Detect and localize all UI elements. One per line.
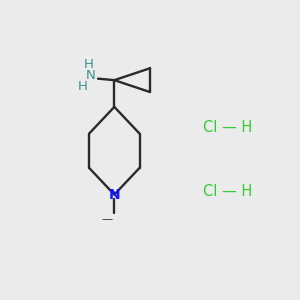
Text: H: H bbox=[78, 80, 88, 93]
Text: —: — bbox=[102, 214, 113, 224]
Text: N: N bbox=[109, 188, 120, 202]
Text: N: N bbox=[86, 69, 95, 82]
Text: Cl — H: Cl — H bbox=[203, 184, 252, 199]
Text: H: H bbox=[84, 58, 94, 71]
Text: Cl — H: Cl — H bbox=[203, 120, 252, 135]
